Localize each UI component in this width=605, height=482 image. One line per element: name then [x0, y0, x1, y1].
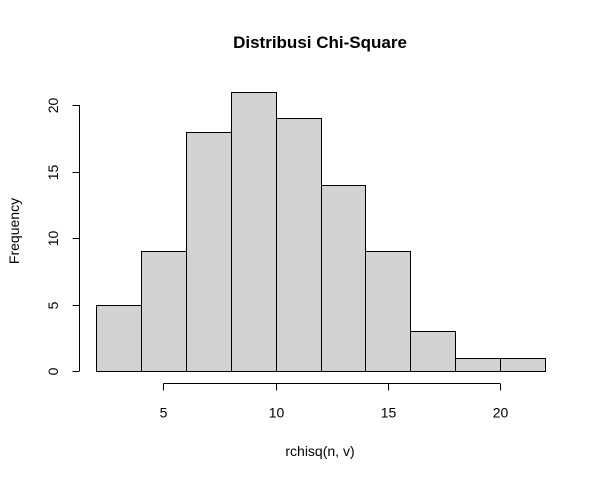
chart-title: Distribusi Chi-Square — [233, 33, 407, 52]
histogram-bar-3 — [186, 132, 232, 372]
x-tick-label-10: 10 — [269, 405, 285, 421]
x-axis: 5 10 15 20 — [160, 383, 509, 421]
x-axis-label: rchisq(n, v) — [285, 443, 354, 459]
y-tick-label-0: 0 — [45, 367, 61, 375]
histogram-bar-6 — [321, 185, 366, 372]
histogram-bar-9 — [455, 358, 501, 372]
histogram-bar-8 — [410, 331, 456, 372]
y-tick-label-15: 15 — [45, 165, 61, 181]
histogram-bar-5 — [276, 118, 322, 372]
histogram-bar-10 — [500, 358, 546, 372]
y-tick-label-10: 10 — [45, 231, 61, 247]
histogram-bar-7 — [365, 251, 411, 372]
y-tick-label-20: 20 — [45, 98, 61, 114]
y-axis: 0 5 10 15 20 — [45, 98, 80, 375]
histogram-bar-4 — [231, 92, 277, 372]
y-tick-label-5: 5 — [45, 301, 61, 309]
x-tick-label-5: 5 — [160, 405, 168, 421]
histogram-bar-1 — [96, 305, 142, 372]
y-axis-label: Frequency — [6, 198, 22, 264]
bars-group — [96, 92, 546, 372]
x-tick-label-20: 20 — [493, 405, 509, 421]
x-tick-label-15: 15 — [381, 405, 397, 421]
histogram-bar-2 — [141, 251, 187, 372]
